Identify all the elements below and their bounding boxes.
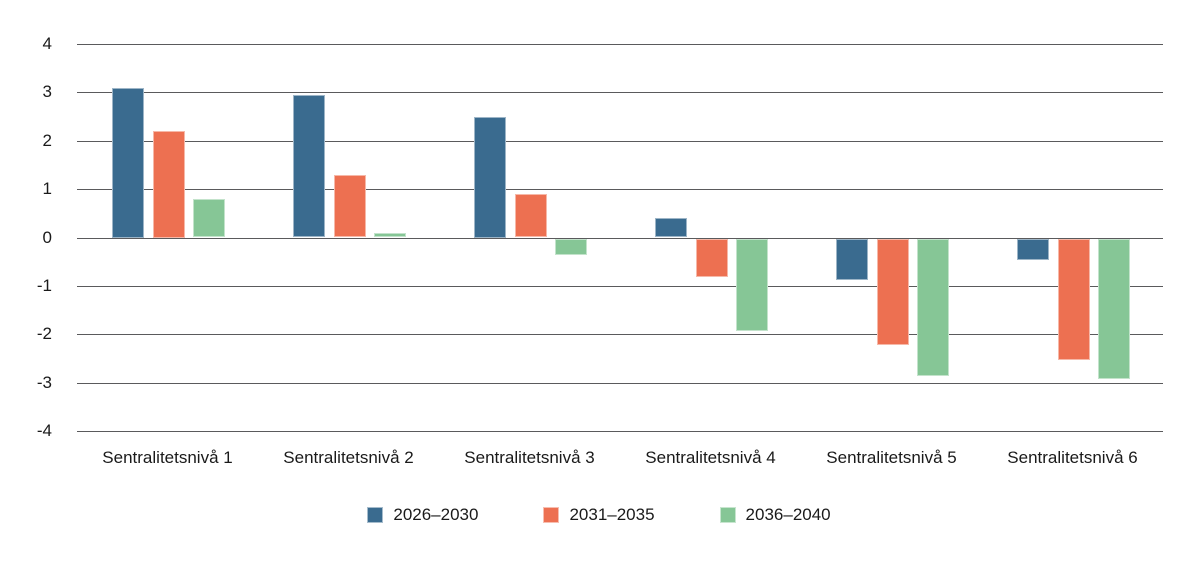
gridline-y-3 (77, 92, 1163, 94)
bar-series2-group4 (695, 238, 728, 278)
legend-label: 2031–2035 (569, 505, 655, 524)
x-axis-label: Sentralitetsnivå 3 (464, 448, 595, 467)
x-axis-label: Sentralitetsnivå 1 (102, 448, 233, 467)
y-tick-label: 1 (42, 179, 52, 199)
bar-series3-group6 (1098, 238, 1130, 379)
legend-swatch-icon (719, 507, 736, 523)
x-axis-label: Sentralitetsnivå 6 (1007, 448, 1138, 467)
legend-label: 2026–2030 (393, 505, 479, 524)
bar-series3-group1 (193, 198, 225, 238)
y-tick-label: -3 (36, 372, 52, 392)
legend: 2026–2030 2031–2035 2036–2040 (0, 505, 1198, 525)
bar-series2-group5 (876, 238, 909, 345)
y-tick-label: 0 (42, 227, 52, 247)
gridline-y--2 (77, 334, 1163, 336)
bar-series1-group3 (474, 116, 506, 238)
y-tick-label: -1 (36, 275, 52, 295)
bar-series2-group2 (333, 174, 366, 238)
y-tick-label: 4 (42, 33, 52, 53)
gridline-y--1 (77, 285, 1163, 287)
bar-series1-group4 (655, 218, 687, 238)
y-tick-label: -2 (36, 324, 52, 344)
y-tick-label: -4 (36, 421, 52, 441)
bar-series3-group5 (917, 238, 949, 377)
gridline-y--3 (77, 382, 1163, 384)
gridline-y-0 (77, 237, 1163, 239)
bar-series1-group2 (293, 94, 325, 238)
bar-series1-group6 (1017, 238, 1049, 261)
legend-swatch-icon (367, 507, 384, 523)
y-tick-label: 2 (42, 130, 52, 150)
gridline-y-1 (77, 189, 1163, 191)
legend-item: 2036–2040 (719, 505, 831, 525)
bar-series2-group6 (1057, 238, 1090, 360)
legend-swatch-icon (543, 507, 560, 523)
legend-item: 2026–2030 (367, 505, 478, 525)
bar-series2-group3 (514, 193, 547, 238)
x-axis-label: Sentralitetsnivå 2 (283, 448, 414, 467)
bar-series2-group1 (152, 131, 185, 238)
gridline-y-2 (77, 140, 1163, 142)
y-tick-label: 3 (42, 82, 52, 102)
gridline-y--4 (77, 431, 1163, 433)
bar-series3-group4 (736, 238, 768, 331)
bar-series1-group1 (112, 87, 144, 238)
legend-item: 2031–2035 (543, 505, 655, 525)
bar-series3-group3 (555, 238, 587, 256)
x-axis-label: Sentralitetsnivå 5 (826, 448, 957, 467)
bar-series3-group2 (374, 232, 406, 238)
gridline-y-4 (77, 43, 1163, 45)
bar-series1-group5 (836, 238, 868, 280)
legend-label: 2036–2040 (745, 505, 831, 524)
x-axis-label: Sentralitetsnivå 4 (645, 448, 776, 467)
